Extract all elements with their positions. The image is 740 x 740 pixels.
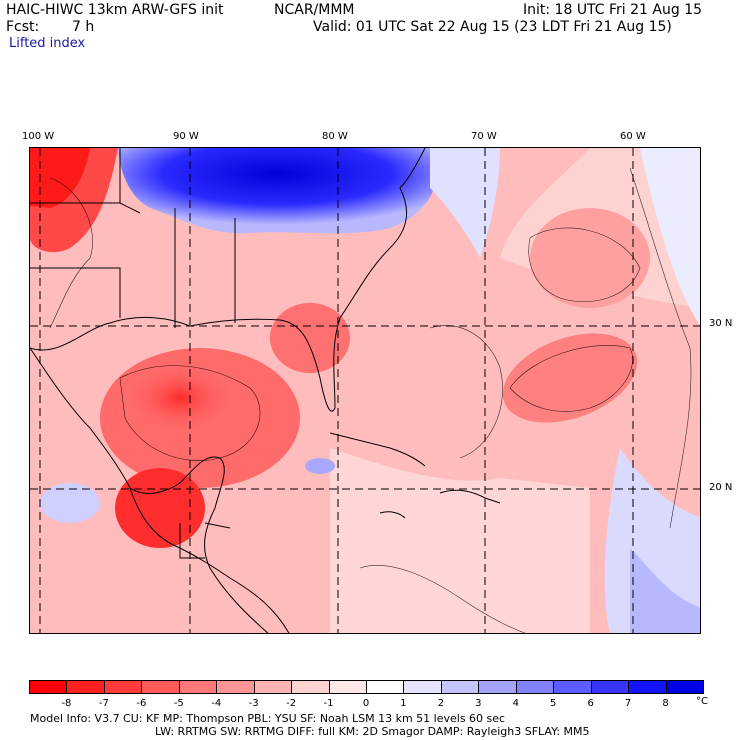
coastlines	[30, 148, 501, 633]
colorbar-tick-label: 4	[512, 698, 519, 709]
colorbar-cell	[515, 680, 555, 694]
lon-label-60w: 60 W	[620, 131, 646, 142]
colorbar-cell	[478, 680, 517, 694]
footer-physics-info: LW: RRTMG SW: RRTMG DIFF: full KM: 2D Sm…	[155, 725, 590, 738]
forecast-value: 7 h	[72, 19, 95, 35]
lat-label-20n: 20 N	[709, 482, 733, 493]
colorbar-tick-label: -3	[248, 698, 259, 709]
model-title: HAIC-HIWC 13km ARW-GFS init	[6, 2, 224, 18]
colorbar-cell	[665, 680, 704, 694]
contour-3	[509, 345, 633, 412]
colorbar-cell	[366, 680, 405, 694]
mexico-coast	[30, 347, 269, 633]
field-unstable-florida	[270, 303, 350, 373]
colorbar-cell	[216, 680, 255, 694]
lon-label-90w: 90 W	[173, 131, 199, 142]
colorbar-tick-label: -5	[173, 698, 184, 709]
colorbar-tick-label: 5	[550, 698, 557, 709]
organization-label: NCAR/MMM	[274, 2, 355, 18]
colorbar-cell	[291, 680, 330, 694]
state-borders	[30, 148, 236, 328]
field-unstable-gulf-core	[125, 363, 235, 433]
field-stable-cuba	[305, 458, 335, 474]
hispaniola-coast	[439, 489, 501, 504]
field-stable-northeast	[118, 148, 437, 234]
field-stable-northeast-atlantic	[640, 148, 700, 326]
field-stable-coast	[430, 148, 500, 258]
colorbar-tick-label: -1	[323, 698, 334, 709]
colorbar-tick-label: 2	[437, 698, 445, 709]
colorbar-cell	[403, 680, 442, 694]
lifted-index-field	[30, 148, 700, 633]
colorbar-cell	[178, 680, 218, 694]
colorbar-tick-label: 8	[662, 698, 669, 709]
lon-label-70w: 70 W	[471, 131, 497, 142]
colorbar-tick-label: 7	[624, 698, 632, 709]
colorbar-tick-label: -8	[61, 698, 72, 709]
field-unstable-yucatan	[115, 468, 205, 548]
colorbar-cell	[66, 680, 105, 694]
contour-5	[359, 565, 526, 633]
colorbar-tick-label: -4	[211, 698, 222, 709]
colorbar-cell	[553, 680, 592, 694]
central-america-borders	[179, 522, 231, 559]
colorbar-cell	[440, 680, 480, 694]
contour-lines	[49, 167, 692, 633]
jamaica-coast	[379, 511, 406, 519]
colorbar-unit: °C	[696, 696, 708, 707]
field-unstable-atlantic-north	[530, 208, 650, 308]
contour-2	[119, 365, 261, 461]
colorbar-tick-label: 3	[475, 698, 482, 709]
field-stable-east-atlantic	[604, 448, 700, 633]
field-stable-mexico	[40, 483, 100, 523]
lon-label-80w: 80 W	[322, 131, 348, 142]
colorbar-cell	[253, 680, 293, 694]
colorbar-tick-label: -6	[136, 698, 147, 709]
field-light-caribbean	[330, 448, 590, 633]
field-unstable-texas-core	[30, 148, 90, 208]
colorbar-cell	[103, 680, 143, 694]
lat-lon-grid	[30, 148, 700, 633]
contour-6	[629, 167, 692, 529]
init-time: Init: 18 UTC Fri 21 Aug 15	[523, 2, 703, 18]
field-unstable-atlantic-swirl	[502, 333, 638, 423]
cuba-coast	[329, 432, 426, 467]
colorbar-tick-label: 6	[587, 698, 594, 709]
forecast-label: Fcst:	[6, 19, 40, 35]
field-stable-southeast	[630, 548, 700, 633]
us-gulf-atlantic-coast	[30, 148, 426, 412]
contour-4	[528, 227, 641, 303]
valid-time: Valid: 01 UTC Sat 22 Aug 15 (23 LDT Fri …	[313, 19, 672, 35]
central-america-coast	[129, 487, 290, 633]
colorbar-cell	[328, 680, 367, 694]
contour-7	[429, 325, 503, 459]
colorbar-cell	[590, 680, 630, 694]
colorbar-cell	[628, 680, 667, 694]
lat-label-30n: 30 N	[709, 318, 733, 329]
colorbar-tick-label: 1	[400, 698, 407, 709]
field-name: Lifted index	[9, 36, 86, 51]
colorbar-tick-label: -2	[286, 698, 297, 709]
colorbar-cell	[141, 680, 180, 694]
colorbar-tick-label: -7	[98, 698, 109, 709]
colorbar-cell	[29, 680, 68, 694]
map-panel	[29, 147, 701, 634]
footer-model-info: Model Info: V3.7 CU: KF MP: Thompson PBL…	[30, 712, 506, 725]
colorbar	[29, 680, 704, 694]
colorbar-tick-label: 0	[362, 698, 370, 709]
lon-label-100w: 100 W	[22, 131, 55, 142]
